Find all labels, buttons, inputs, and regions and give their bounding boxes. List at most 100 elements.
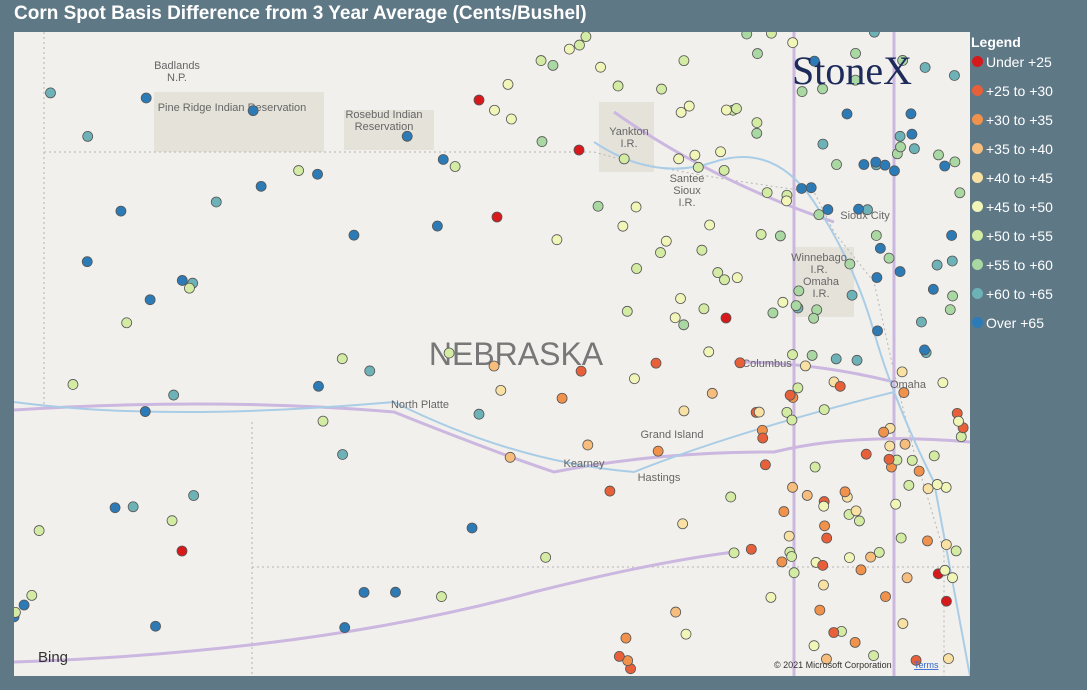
site-dot[interactable] [339,622,351,633]
site-dot[interactable] [725,491,737,503]
site-dot[interactable] [874,242,886,254]
site-dot[interactable] [631,263,642,274]
site-dot[interactable] [364,365,376,377]
site-dot[interactable] [781,195,792,207]
site-dot[interactable] [563,43,575,55]
site-dot[interactable] [908,143,920,155]
site-dot[interactable] [755,229,767,240]
site-dot[interactable] [946,230,958,241]
site-dot[interactable] [805,182,817,194]
site-dot[interactable] [718,164,730,176]
site-dot[interactable] [850,48,861,59]
site-dot[interactable] [787,349,798,360]
site-dot[interactable] [851,354,863,366]
site-dot[interactable] [166,515,178,527]
site-dot[interactable] [337,449,348,460]
site-dot[interactable] [715,146,726,158]
site-dot[interactable] [895,532,907,544]
site-dot[interactable] [841,108,853,120]
site-dot[interactable] [678,319,690,331]
site-dot[interactable] [704,219,716,231]
legend-item[interactable]: +55 to +60 [971,257,1053,286]
site-dot[interactable] [210,196,222,208]
site-dot[interactable] [817,559,829,571]
site-dot[interactable] [680,628,692,640]
site-dot[interactable] [903,479,915,491]
site-dot[interactable] [796,183,807,194]
site-dot[interactable] [821,532,833,544]
site-dot[interactable] [652,445,664,457]
site-dot[interactable] [765,592,777,603]
site-dot[interactable] [144,294,156,306]
site-dot[interactable] [821,653,832,665]
site-dot[interactable] [940,481,952,493]
legend-item[interactable]: +45 to +50 [971,199,1053,228]
site-dot[interactable] [878,426,890,438]
site-dot[interactable] [781,406,793,418]
site-dot[interactable] [947,290,959,302]
site-dot[interactable] [719,274,730,286]
site-dot[interactable] [860,448,872,460]
site-dot[interactable] [293,165,304,176]
site-dot[interactable] [675,293,686,304]
site-dot[interactable] [873,546,885,558]
site-dot[interactable] [67,379,79,390]
terms-link[interactable]: Terms [914,660,939,670]
site-dot[interactable] [916,316,927,328]
site-dot[interactable] [776,556,788,568]
site-dot[interactable] [899,438,911,450]
site-dot[interactable] [547,59,559,71]
site-dot[interactable] [574,39,585,51]
site-dot[interactable] [828,627,840,638]
site-dot[interactable] [18,599,30,611]
site-dot[interactable] [784,389,796,401]
site-dot[interactable] [786,551,798,562]
site-dot[interactable] [774,230,786,242]
site-dot[interactable] [753,406,765,418]
site-dot[interactable] [670,606,682,618]
site-dot[interactable] [818,404,830,416]
site-dot[interactable] [931,259,943,271]
site-dot[interactable] [884,440,896,452]
site-dot[interactable] [901,572,913,584]
site-dot[interactable] [629,373,640,385]
site-dot[interactable] [689,149,701,161]
site-dot[interactable] [880,591,891,603]
site-dot[interactable] [831,159,842,170]
site-dot[interactable] [895,141,906,153]
site-dot[interactable] [621,305,633,317]
site-dot[interactable] [809,55,820,67]
site-dot[interactable] [757,432,769,444]
site-dot[interactable] [819,520,830,532]
site-dot[interactable] [14,607,21,618]
site-dot[interactable] [944,304,956,316]
site-dot[interactable] [808,312,820,324]
site-dot[interactable] [855,564,867,576]
site-dot[interactable] [613,650,625,662]
site-dot[interactable] [796,86,808,97]
site-dot[interactable] [150,620,161,632]
site-dot[interactable] [313,380,324,392]
site-dot[interactable] [792,382,804,394]
site-dot[interactable] [844,258,856,270]
site-dot[interactable] [868,32,880,38]
site-dot[interactable] [720,104,732,116]
site-dot[interactable] [127,501,139,513]
site-dot[interactable] [712,267,724,278]
site-dot[interactable] [473,408,485,420]
site-dot[interactable] [592,200,604,212]
site-dot[interactable] [937,377,949,389]
site-dot[interactable] [618,153,630,165]
site-dot[interactable] [862,204,873,216]
site-dot[interactable] [358,586,370,598]
site-dot[interactable] [883,252,895,264]
site-dot[interactable] [401,130,413,142]
site-dot[interactable] [745,543,757,555]
site-dot[interactable] [806,350,818,361]
site-dot[interactable] [26,589,38,601]
site-dot[interactable] [871,272,883,283]
site-dot[interactable] [906,454,918,466]
site-dot[interactable] [612,80,624,92]
site-dot[interactable] [449,161,461,172]
site-dot[interactable] [656,83,667,95]
